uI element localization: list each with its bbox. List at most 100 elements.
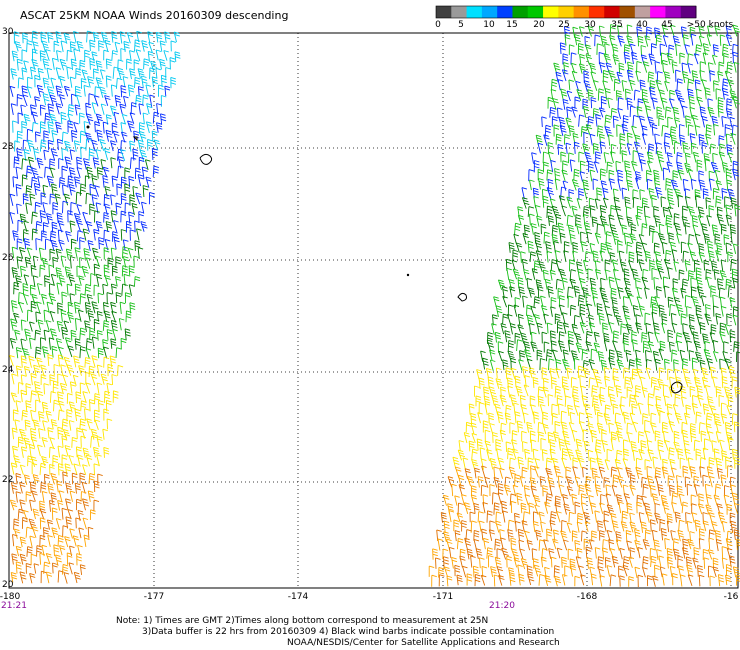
wind-barb — [501, 500, 508, 514]
wind-barb — [86, 294, 93, 305]
wind-barb — [90, 273, 96, 286]
wind-barb — [580, 574, 586, 586]
wind-barb — [674, 393, 681, 406]
wind-barb — [594, 34, 601, 47]
wind-barb — [473, 385, 480, 397]
wind-barb — [667, 196, 675, 210]
wind-barb — [77, 454, 84, 467]
wind-barb — [104, 275, 111, 286]
wind-barb — [720, 305, 727, 317]
wind-barb — [457, 449, 466, 461]
wind-barb — [160, 113, 167, 125]
wind-barb — [666, 556, 674, 569]
wind-barb — [80, 400, 87, 412]
wind-barb — [119, 31, 126, 44]
wind-barb — [42, 420, 48, 432]
wind-barb — [586, 412, 593, 425]
wind-barb — [591, 467, 598, 479]
wind-barb — [45, 571, 53, 584]
wind-barb — [693, 439, 700, 452]
wind-barb — [617, 240, 623, 253]
wind-barb — [567, 330, 574, 343]
wind-barb — [715, 88, 722, 100]
wind-barb — [428, 565, 435, 577]
wind-barb — [69, 149, 76, 160]
wind-barb — [65, 230, 72, 243]
wind-barb — [94, 185, 100, 197]
wind-barb — [721, 557, 728, 569]
wind-barb — [696, 313, 703, 326]
wind-barb — [105, 129, 113, 142]
wind-barb — [640, 159, 647, 172]
wind-barb — [585, 546, 592, 559]
wind-barb — [707, 106, 715, 118]
wind-barb — [717, 278, 724, 290]
wind-barb — [635, 357, 642, 370]
wind-barb — [733, 421, 740, 433]
wind-barb — [646, 151, 654, 164]
wind-barb — [25, 383, 32, 396]
wind-barb — [121, 113, 128, 125]
wind-barb — [546, 528, 552, 541]
wind-barb — [140, 221, 148, 232]
wind-barb — [25, 526, 33, 538]
wind-barbs-left-swath — [9, 30, 181, 584]
wind-barb — [684, 44, 690, 55]
wind-barb — [599, 530, 605, 541]
wind-barb — [709, 178, 715, 191]
wind-barb — [23, 509, 29, 521]
wind-barb — [624, 196, 631, 208]
wind-barb — [142, 94, 149, 106]
wind-barb — [91, 301, 99, 314]
wind-barb — [653, 322, 660, 335]
wind-barb — [661, 97, 668, 110]
wind-barb — [529, 179, 535, 191]
wind-barb — [10, 392, 18, 403]
wind-barb — [695, 195, 701, 208]
wind-barb — [61, 418, 69, 431]
wind-barb — [641, 88, 648, 101]
wind-barb — [582, 367, 590, 379]
wind-barb — [507, 350, 515, 362]
wind-barb — [498, 350, 504, 362]
wind-barb — [662, 59, 668, 73]
wind-barb — [93, 318, 100, 332]
wind-barb — [17, 508, 25, 520]
wind-barb — [153, 139, 161, 151]
wind-barb — [533, 494, 541, 506]
wind-barb — [612, 340, 618, 352]
wind-barb — [40, 482, 47, 493]
wind-barb — [681, 421, 688, 434]
wind-barb — [57, 426, 64, 440]
wind-barb — [674, 412, 683, 424]
wind-barb — [666, 161, 673, 173]
wind-barb — [579, 421, 585, 433]
wind-barb — [661, 241, 668, 255]
wind-barb — [702, 520, 710, 532]
wind-barb — [458, 440, 465, 452]
wind-barb — [530, 341, 538, 352]
wind-barb — [484, 476, 490, 488]
wind-barb — [640, 521, 648, 533]
wind-barb — [47, 121, 54, 134]
wind-barb — [540, 223, 547, 235]
wind-barb — [567, 295, 574, 308]
wind-barb — [623, 232, 630, 245]
wind-barb — [529, 251, 536, 263]
wind-barb — [582, 143, 590, 154]
wind-barb — [66, 283, 73, 296]
wind-barb — [589, 205, 596, 218]
wind-barb — [436, 529, 442, 542]
wind-barb — [512, 448, 519, 460]
note-line-1: Note: 1) Times are GMT 2)Times along bot… — [116, 616, 489, 626]
wind-barb — [698, 422, 706, 434]
wind-barb — [599, 168, 606, 181]
wind-barb — [684, 260, 691, 272]
wind-barb — [709, 475, 715, 488]
wind-barb — [617, 467, 623, 478]
wind-barb — [30, 66, 37, 79]
wind-barb — [619, 404, 625, 416]
wind-barb — [703, 348, 711, 361]
wind-barb — [717, 104, 724, 118]
wind-barb — [19, 481, 26, 494]
